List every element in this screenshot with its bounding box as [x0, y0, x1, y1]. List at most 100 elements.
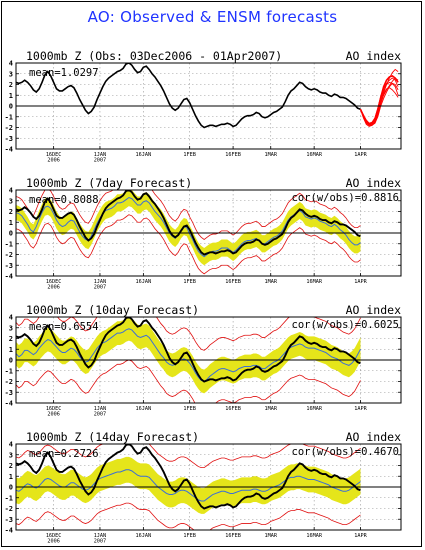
ytick-label: -4 — [5, 273, 13, 281]
ytick-label: 0 — [9, 230, 13, 238]
ytick-label: 4 — [9, 314, 13, 322]
ytick-label: 1 — [9, 473, 13, 481]
xtick-label: 1MAR — [264, 406, 277, 412]
mean-label: mean=1.0297 — [29, 67, 99, 79]
xtick-label: 16FEB — [225, 152, 241, 158]
xtick-label: 1JAN 2007 — [94, 279, 107, 290]
extreme-high-line — [16, 317, 361, 351]
xtick-label: 1FEB — [183, 533, 196, 539]
xtick-label: 1APR — [354, 406, 367, 412]
ytick-label: 3 — [9, 451, 13, 459]
xtick-label: 1MAR — [264, 152, 277, 158]
xtick-label: 1FEB — [183, 279, 196, 285]
extreme-low-line — [16, 502, 361, 530]
ytick-label: -4 — [5, 527, 13, 535]
mean-label: mean=0.6554 — [29, 321, 99, 333]
ytick-label: -3 — [5, 516, 13, 524]
ytick-label: 1 — [9, 346, 13, 354]
xtick-label: 1JAN 2007 — [94, 533, 107, 544]
mean-label: mean=0.8088 — [29, 194, 99, 206]
xtick-label: 16MAR — [306, 279, 322, 285]
xtick-label: 16FEB — [225, 533, 241, 539]
xtick-label: 16DEC 2006 — [46, 406, 62, 417]
series-group — [16, 317, 361, 403]
xtick-label: 16JAN — [136, 406, 152, 412]
observed-line — [16, 317, 361, 383]
panel-2: -4 -3 -2 -1 0 1 2 3 4 16DEC 2006 1JAN 2007 16JAN 1FEB 1… — [5, 176, 402, 290]
panel-title: 1000mb Z (Obs: 03Dec2006 - 01Apr2007) — [26, 49, 282, 63]
forecast-mean-line — [16, 469, 361, 502]
ytick-label: 0 — [9, 103, 13, 111]
observed-line — [16, 444, 361, 510]
ytick-label: 1 — [9, 92, 13, 100]
ytick-label: -2 — [5, 251, 13, 259]
ytick-label: 2 — [9, 335, 13, 343]
xtick-label: 1MAR — [264, 533, 277, 539]
panel-title: 1000mb Z (10day Forecast) — [26, 303, 199, 317]
ytick-label: 3 — [9, 70, 13, 78]
ytick-label: 2 — [9, 462, 13, 470]
forecast-member-line — [360, 77, 399, 124]
ytick-label: 1 — [9, 219, 13, 227]
ytick-label: 2 — [9, 208, 13, 216]
correlation-label: cor(w/obs)=0.8816 — [292, 192, 399, 204]
ytick-label: -2 — [5, 378, 13, 386]
xtick-label: 1FEB — [183, 406, 196, 412]
correlation-label: cor(w/obs)=0.6025 — [292, 319, 399, 331]
ytick-label: 0 — [9, 484, 13, 492]
xtick-label: 16DEC 2006 — [46, 533, 62, 544]
ytick-label: -3 — [5, 389, 13, 397]
panel-index-label: AO index — [346, 176, 401, 190]
panel-index-label: AO index — [346, 303, 401, 317]
xtick-label: 16FEB — [225, 406, 241, 412]
series-group — [16, 444, 361, 530]
xtick-label: 1JAN 2007 — [94, 152, 107, 163]
ytick-label: -2 — [5, 124, 13, 132]
ytick-label: -1 — [5, 367, 13, 375]
panel-1: -4 -3 -2 -1 0 1 2 3 4 16DEC 2006 1JAN 2007 16JAN 1FEB 1… — [5, 49, 402, 163]
panel-index-label: AO index — [346, 430, 401, 444]
ytick-label: -4 — [5, 400, 13, 408]
forecast-mean-line — [16, 196, 361, 258]
panel-title: 1000mb Z (7day Forecast) — [26, 176, 192, 190]
xtick-label: 1APR — [354, 152, 367, 158]
xtick-label: 16DEC 2006 — [46, 279, 62, 290]
series-group — [16, 190, 361, 275]
ytick-label: 0 — [9, 357, 13, 365]
xtick-label: 16JAN — [136, 279, 152, 285]
mean-label: mean=0.2726 — [29, 448, 99, 460]
ytick-label: 4 — [9, 187, 13, 195]
forecast-mean-line — [16, 328, 361, 383]
xtick-label: 1APR — [354, 279, 367, 285]
ytick-label: -1 — [5, 113, 13, 121]
ytick-label: -2 — [5, 505, 13, 513]
ytick-label: -4 — [5, 146, 13, 154]
panel-title: 1000mb Z (14day Forecast) — [26, 430, 199, 444]
figure-title: AO: Observed & ENSM forecasts — [87, 8, 338, 26]
panel-4: -4 -3 -2 -1 0 1 2 3 4 16DEC 2006 1JAN 2007 16JAN 1FEB 1… — [5, 430, 402, 544]
panel-index-label: AO index — [346, 49, 401, 63]
observed-line — [16, 190, 361, 256]
xtick-label: 16DEC 2006 — [46, 152, 62, 163]
ytick-label: 3 — [9, 197, 13, 205]
ytick-label: 3 — [9, 324, 13, 332]
xtick-label: 1APR — [354, 533, 367, 539]
ytick-label: -3 — [5, 135, 13, 143]
ytick-label: 4 — [9, 60, 13, 68]
xtick-label: 16JAN — [136, 533, 152, 539]
observed-line — [16, 63, 361, 129]
xtick-label: 1JAN 2007 — [94, 406, 107, 417]
xtick-label: 16FEB — [225, 279, 241, 285]
ytick-label: -1 — [5, 494, 13, 502]
extreme-low-line — [16, 359, 361, 403]
xtick-label: 16JAN — [136, 152, 152, 158]
forecast-member-line — [360, 87, 399, 125]
xtick-label: 16MAR — [306, 152, 322, 158]
correlation-label: cor(w/obs)=0.4670 — [292, 446, 399, 458]
ytick-label: 2 — [9, 81, 13, 89]
extreme-low-line — [16, 214, 361, 275]
xtick-label: 1FEB — [183, 152, 196, 158]
ytick-label: 4 — [9, 441, 13, 449]
